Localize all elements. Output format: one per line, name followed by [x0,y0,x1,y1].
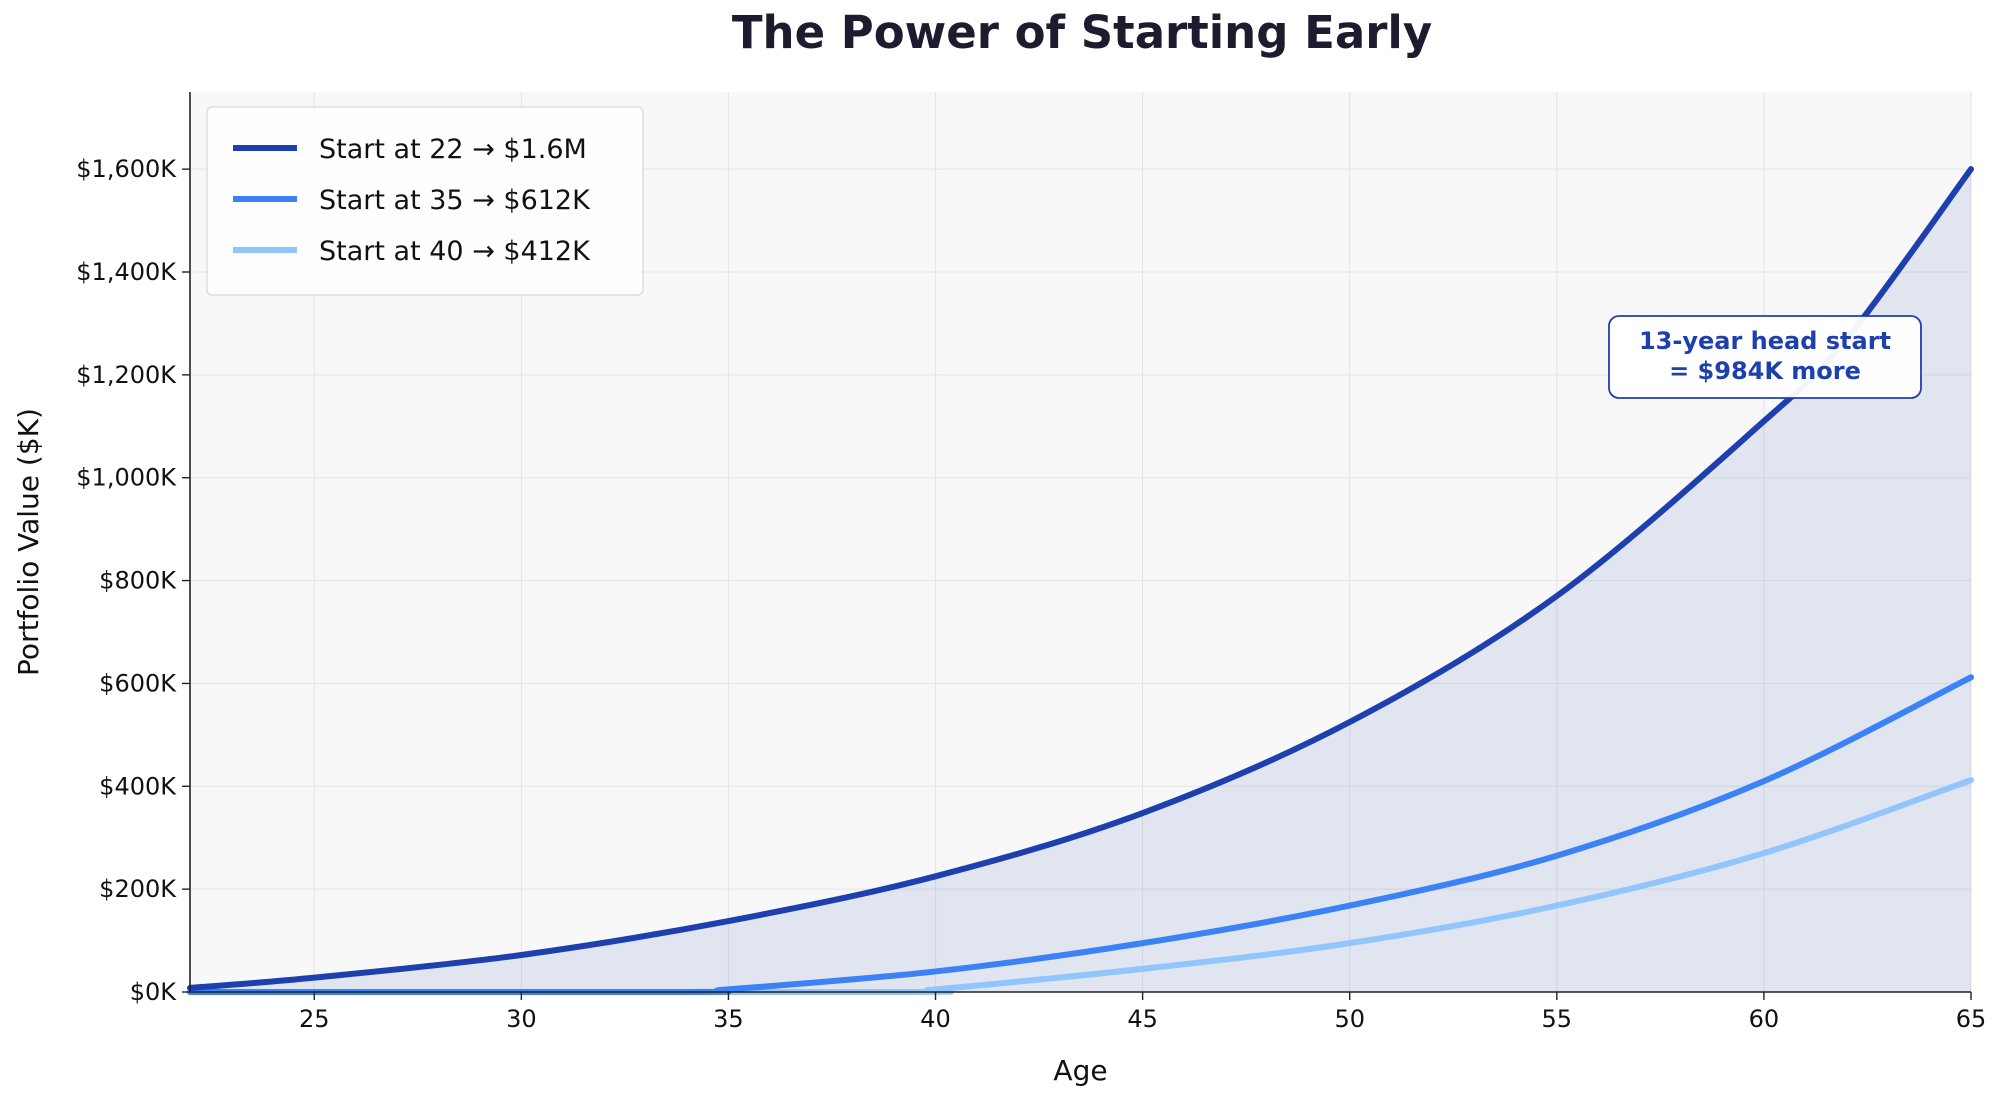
y-tick-label: $1,400K [76,258,177,286]
legend-label-2: Start at 35 → $612K [319,185,591,216]
annotation-text-line-2: = $984K more [1669,357,1861,385]
x-tick-label: 65 [1956,1005,1987,1033]
legend-label-3: Start at 40 → $412K [319,236,591,267]
x-tick-label: 40 [920,1005,951,1033]
y-tick-label: $1,600K [76,155,177,183]
x-tick-label: 25 [299,1005,330,1033]
x-tick-label: 55 [1542,1005,1573,1033]
x-tick-label: 50 [1334,1005,1365,1033]
legend: Start at 22 → $1.6M Start at 35 → $612K St… [206,106,644,296]
x-axis-label: Age [1053,1054,1107,1087]
legend-label-1: Start at 22 → $1.6M [319,134,587,165]
annotation: 13-year head start= $984K more [1608,315,1922,399]
x-tick-label: 35 [713,1005,744,1033]
area-fill-series-1 [190,169,1971,992]
y-tick-label: $0K [130,978,178,1006]
y-axis-label: Portfolio Value ($K) [12,408,45,676]
annotation-text-line-1: 13-year head start [1639,327,1891,355]
series-line-1 [187,166,1974,991]
y-tick-label: $400K [99,772,177,800]
annotation-box [1608,315,1922,399]
legend-box [206,106,644,296]
x-tick-label: 60 [1749,1005,1780,1033]
x-tick-label: 30 [506,1005,537,1033]
y-tick-label: $200K [99,875,177,903]
y-tick-label: $1,000K [76,464,177,492]
y-tick-label: $800K [99,567,177,595]
y-tick-label: $1,200K [76,361,177,389]
chart-title: The Power of Starting Early [732,6,1432,59]
x-tick-label: 45 [1127,1005,1158,1033]
y-tick-label: $600K [99,669,177,697]
